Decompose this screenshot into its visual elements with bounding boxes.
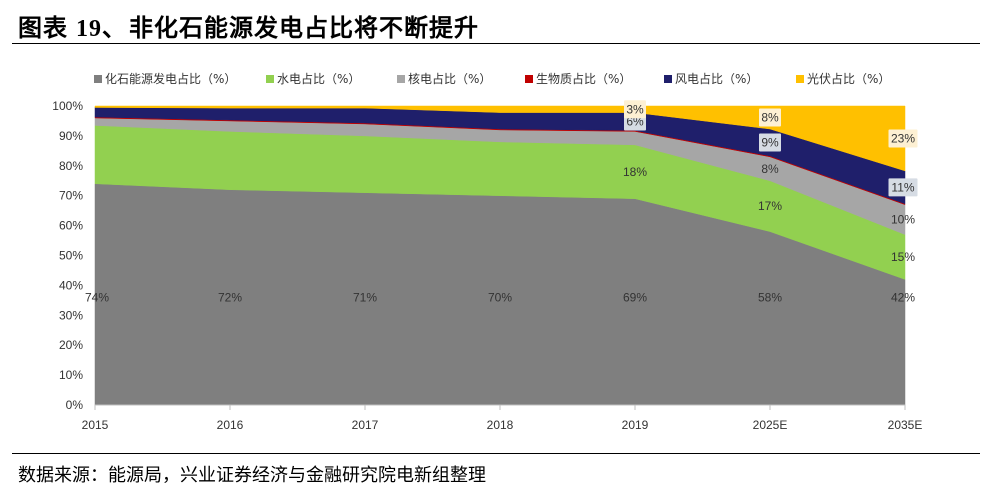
data-label-wind: 9% — [761, 135, 779, 149]
data-label-solar: 8% — [761, 111, 779, 125]
y-tick-label: 50% — [59, 249, 83, 263]
data-label-hydro: 15% — [891, 250, 915, 264]
source-divider — [12, 453, 980, 454]
legend-swatch-biomass — [525, 75, 533, 83]
data-label-hydro: 17% — [758, 199, 782, 213]
data-label-box — [624, 100, 646, 119]
x-tick-label: 2017 — [352, 418, 379, 432]
figure-title-prefix: 图表 — [18, 13, 68, 42]
x-tick-label: 2019 — [622, 418, 649, 432]
data-label-box — [759, 133, 781, 152]
legend-label-solar: 光伏占比（%） — [807, 71, 890, 86]
x-tick-label: 2018 — [487, 418, 514, 432]
area-solar — [94, 105, 906, 172]
figure-title-text: 非化石能源发电占比将不断提升 — [129, 13, 479, 42]
x-tick-label: 2025E — [753, 418, 788, 432]
y-tick-label: 40% — [59, 278, 83, 292]
data-label-nuclear: 8% — [761, 162, 779, 176]
y-tick-label: 20% — [59, 338, 83, 352]
legend-label-wind: 风电占比（%） — [675, 71, 758, 86]
data-labels: 74% 72% 71% 70% 69% 58% 42%18%17%15%8%10%6%9%1… — [85, 100, 918, 304]
legend-swatch-nuclear — [397, 75, 405, 83]
y-tick-label: 0% — [66, 398, 84, 412]
y-tick-label: 60% — [59, 219, 83, 233]
legend-label-biomass: 生物质占比（%） — [536, 71, 631, 86]
legend-swatch-fossil — [94, 75, 102, 83]
y-tick-label: 30% — [59, 308, 83, 322]
legend-label-fossil: 化石能源发电占比（%） — [105, 71, 236, 86]
area-series-group — [94, 105, 906, 406]
legend-swatch-solar — [796, 75, 804, 83]
legend-swatch-hydro — [266, 75, 274, 83]
data-label-box — [888, 178, 918, 197]
data-label-wind: 11% — [891, 180, 914, 194]
data-label-fossil: 74% — [85, 290, 109, 304]
data-label-fossil: 72% — [218, 290, 242, 304]
y-tick-label: 100% — [52, 99, 83, 113]
data-label-fossil: 71% — [353, 290, 377, 304]
data-label-fossil: 69% — [623, 290, 647, 304]
legend-label-nuclear: 核电占比（%） — [408, 71, 491, 86]
figure-title-number: 19、 — [76, 16, 127, 42]
data-label-solar: 3% — [626, 102, 644, 116]
x-tick-label: 2016 — [217, 418, 244, 432]
axes: 0% 10% 20% 30% 40% 50% 60% 70% 80% 90% 100% 2015 201… — [52, 99, 922, 432]
data-label-fossil: 70% — [488, 290, 512, 304]
source-note: 数据来源：能源局，兴业证券经济与金融研究院电新组整理 — [18, 465, 486, 486]
data-label-nuclear: 10% — [891, 213, 915, 227]
legend: 化石能源发电占比（%） 水电占比（%） 核电占比（%） 生物质占比（%） 风电占比（%）… — [94, 71, 890, 86]
y-tick-label: 90% — [59, 129, 83, 143]
legend-label-hydro: 水电占比（%） — [277, 71, 360, 86]
data-label-fossil: 58% — [758, 290, 782, 304]
data-label-solar: 23% — [891, 131, 915, 145]
y-tick-label: 70% — [59, 189, 83, 203]
data-label-fossil: 42% — [891, 290, 915, 304]
stacked-area-chart: 0% 10% 20% 30% 40% 50% 60% 70% 80% 90% 100% 2015 201… — [52, 71, 922, 432]
x-tick-label: 2015 — [82, 418, 109, 432]
x-tick-label: 2035E — [888, 418, 923, 432]
title-divider — [12, 43, 980, 44]
data-label-hydro: 18% — [623, 165, 647, 179]
data-label-box — [759, 108, 781, 127]
y-tick-label: 10% — [59, 368, 83, 382]
y-tick-label: 80% — [59, 159, 83, 173]
figure-title: 图表 19、非化石能源发电占比将不断提升 — [18, 8, 479, 43]
legend-swatch-wind — [664, 75, 672, 83]
data-label-box — [888, 129, 918, 148]
